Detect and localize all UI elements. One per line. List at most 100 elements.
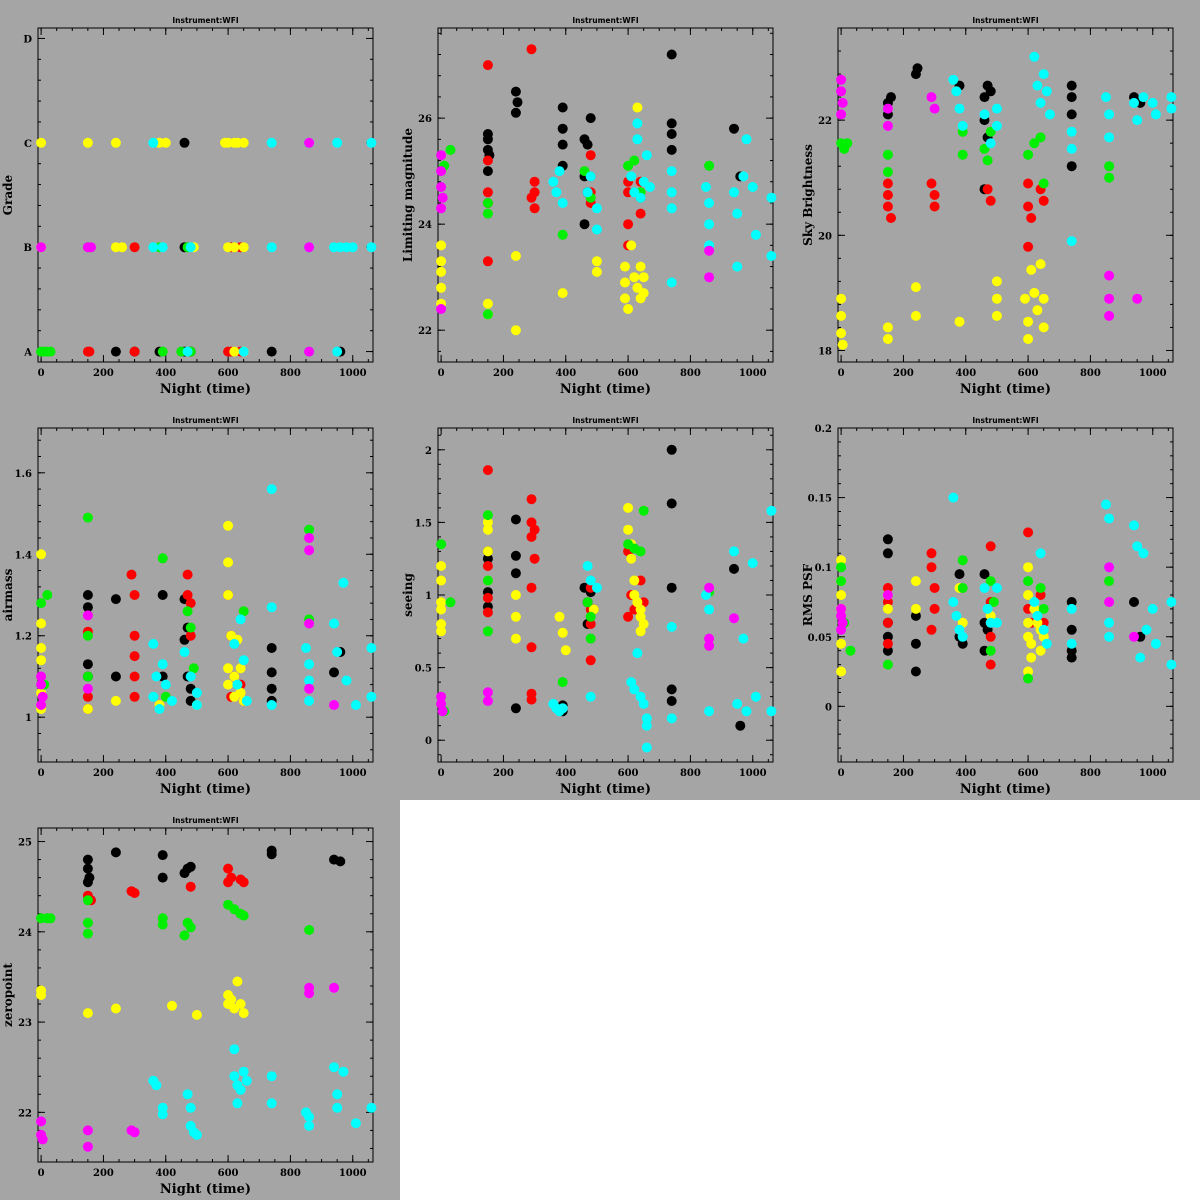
data-point-black <box>666 118 677 129</box>
data-point-cyan <box>157 659 168 670</box>
data-point-yellow <box>991 276 1002 287</box>
data-point-green <box>45 346 56 357</box>
chart-limiting-magnitude: Instrument:WFI 0 200 400 600 800 1000 22 24 26 Nig… <box>401 16 777 397</box>
data-point-cyan <box>1044 109 1055 120</box>
data-point-black <box>510 568 521 579</box>
data-point-red <box>1026 213 1037 223</box>
data-point-red <box>526 192 537 203</box>
data-point-red <box>929 190 940 200</box>
data-point-black <box>666 129 677 139</box>
data-point-yellow <box>436 240 447 251</box>
data-point-cyan <box>1066 638 1077 649</box>
data-point-yellow <box>623 502 634 513</box>
data-point-black <box>557 102 568 113</box>
data-point-green <box>836 576 847 587</box>
data-point-yellow <box>629 575 640 586</box>
data-point-cyan <box>704 706 715 717</box>
data-point-red <box>482 607 493 618</box>
data-point-red <box>882 638 893 649</box>
data-point-yellow <box>223 590 234 600</box>
data-point-yellow <box>1023 334 1034 344</box>
data-point-cyan <box>641 720 652 731</box>
plot-frame <box>37 427 374 763</box>
data-point-cyan <box>241 695 252 706</box>
panel-airmass: Instrument:WFI 0 200 400 600 800 1000 1 1.2 1.4 1.… <box>0 400 400 800</box>
data-point-black <box>735 720 746 731</box>
data-point-black <box>1066 161 1077 172</box>
data-point-cyan <box>332 647 343 657</box>
x-tick-label: 400 <box>555 368 576 379</box>
data-point-green <box>882 659 893 670</box>
data-point-red <box>182 569 193 580</box>
data-point-cyan <box>979 583 990 593</box>
data-point-yellow <box>836 666 847 677</box>
data-point-cyan <box>238 655 249 666</box>
data-point-black <box>910 610 921 621</box>
data-point-green <box>988 597 999 607</box>
data-point-magenta <box>304 533 315 543</box>
data-point-green <box>1035 583 1046 593</box>
data-point-cyan <box>332 1089 343 1100</box>
data-point-black <box>666 49 677 60</box>
data-point-yellow <box>1026 638 1037 649</box>
data-point-green <box>836 562 847 573</box>
data-point-yellow <box>482 517 493 528</box>
data-point-red <box>238 877 249 888</box>
data-point-black <box>1066 80 1077 91</box>
data-point-cyan <box>329 618 339 629</box>
data-point-black <box>82 854 93 865</box>
data-point-cyan <box>1035 97 1046 108</box>
data-point-cyan <box>985 138 996 149</box>
x-tick-label: 600 <box>618 768 639 779</box>
data-point-black <box>510 703 521 714</box>
data-point-cyan <box>585 691 596 702</box>
data-point-green <box>704 160 715 171</box>
data-point-cyan <box>1129 520 1139 531</box>
data-point-green <box>985 576 996 587</box>
data-point-cyan <box>241 1075 252 1086</box>
data-point-red <box>482 155 493 166</box>
data-point-yellow <box>910 603 921 614</box>
data-point-green <box>304 524 315 535</box>
data-point-magenta <box>36 679 47 690</box>
y-tick-label: 0.5 <box>415 664 432 675</box>
data-point-red <box>529 203 540 214</box>
panel-rms-psf: Instrument:WFI 0 200 400 600 800 1000 0 0.05 0.1 0… <box>800 400 1200 800</box>
data-point-red <box>929 603 940 614</box>
data-point-cyan <box>766 251 777 261</box>
data-point-black <box>729 563 739 574</box>
x-tick-label: 0 <box>38 368 45 379</box>
data-point-yellow <box>620 277 630 288</box>
y-axis-label: Sky Brightness <box>801 144 815 246</box>
data-point-magenta <box>482 696 493 706</box>
data-point-yellow <box>36 990 47 1000</box>
data-point-green <box>482 198 493 208</box>
data-point-black <box>82 602 93 613</box>
data-point-red <box>482 60 493 71</box>
data-point-red <box>129 346 140 357</box>
data-point-red <box>929 201 940 212</box>
data-point-yellow <box>882 322 893 333</box>
data-point-yellow <box>117 242 128 253</box>
data-point-black <box>1066 597 1077 607</box>
data-point-black <box>882 548 893 559</box>
data-point-yellow <box>510 633 521 644</box>
chart-seeing: Instrument:WFI 0 200 400 600 800 1000 0 0.5 1 1.5 2… <box>401 416 777 797</box>
data-point-cyan <box>591 224 602 235</box>
x-axis-label: Night (time) <box>960 782 1051 797</box>
data-point-cyan <box>154 704 165 714</box>
panel-seeing: Instrument:WFI 0 200 400 600 800 1000 0 0.5 1 1.5 2… <box>400 400 800 800</box>
data-point-yellow <box>557 288 568 299</box>
x-axis-label: Night (time) <box>160 782 251 797</box>
data-point-cyan <box>732 698 743 709</box>
x-tick-label: 600 <box>1018 368 1039 379</box>
data-point-cyan <box>738 633 749 644</box>
data-point-cyan <box>1129 97 1139 108</box>
data-point-yellow <box>36 618 47 629</box>
x-tick-label: 600 <box>618 368 639 379</box>
data-point-cyan <box>948 492 959 503</box>
data-point-magenta <box>836 86 847 97</box>
data-point-magenta <box>704 640 715 651</box>
data-point-cyan <box>1101 92 1111 103</box>
data-point-green <box>882 167 893 177</box>
